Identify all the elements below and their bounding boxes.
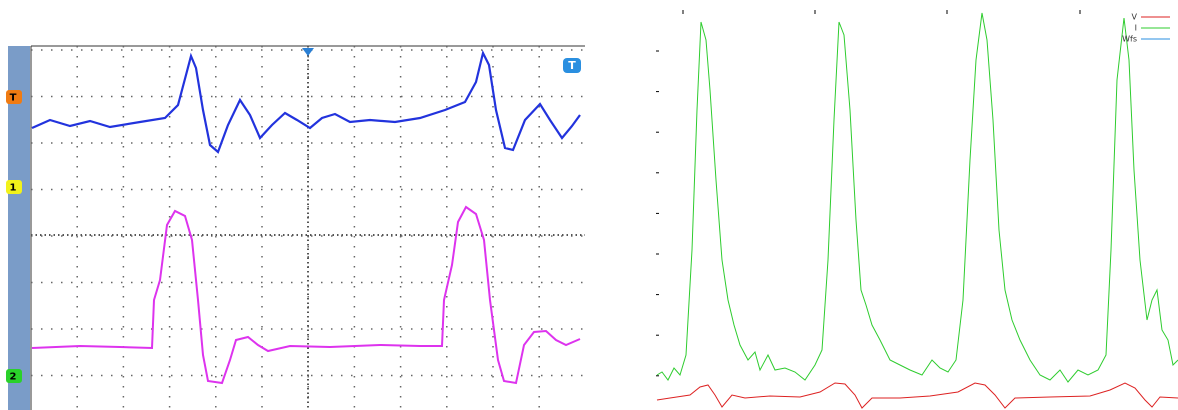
trigger-badge xyxy=(563,58,581,73)
trigger-label: T xyxy=(568,59,576,72)
legend-entry: Wfs xyxy=(1122,35,1137,44)
plot-ticks xyxy=(656,10,1081,377)
legend-entry: V xyxy=(1132,13,1138,22)
scope-grid xyxy=(31,46,585,410)
marker-badge xyxy=(6,369,22,383)
channel-marker: 1 xyxy=(10,183,17,194)
current-trace xyxy=(656,12,1178,383)
channel-marker: T xyxy=(10,93,17,104)
legend-entry: I xyxy=(1135,24,1137,33)
channel-strip xyxy=(8,46,30,410)
marker-badge xyxy=(6,90,22,104)
marker-badge xyxy=(6,180,22,194)
channel-2-trace xyxy=(31,205,581,385)
trigger-position xyxy=(302,48,314,56)
waveform-plot: V I Wfs xyxy=(656,10,1178,409)
channel-1-trace xyxy=(31,49,581,154)
oscilloscope-panel: T 1 2 T xyxy=(6,45,585,410)
channel-marker: 2 xyxy=(10,372,17,383)
voltage-trace xyxy=(656,382,1178,409)
